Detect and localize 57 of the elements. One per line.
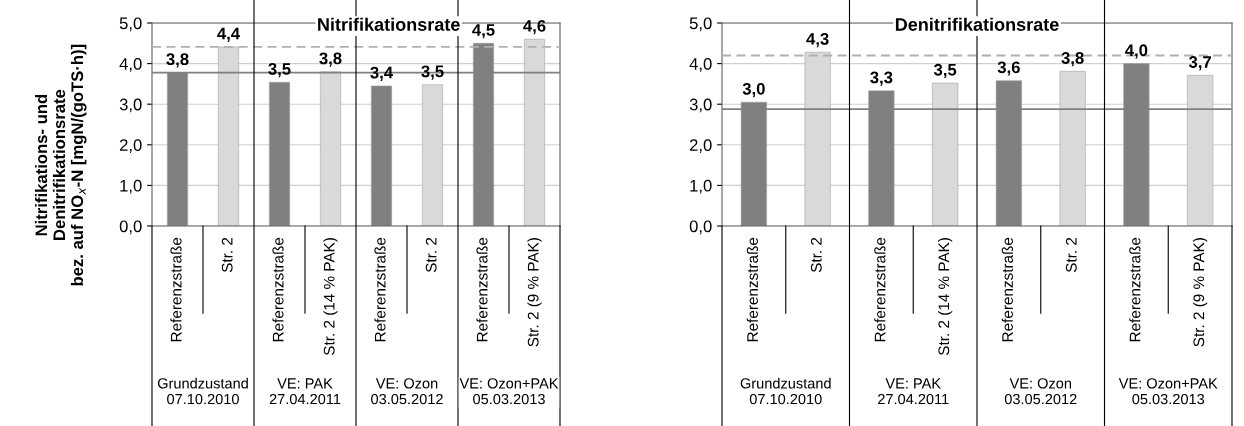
data-label: 3,7	[1188, 56, 1211, 71]
x-tick-label: Str. 2 (9 % PAK)	[1193, 238, 1208, 347]
data-label: 3,6	[997, 61, 1020, 76]
text: Grundzustand 07.10.2010	[740, 377, 831, 405]
chart-title: Denitrifikationsrate	[895, 17, 1059, 31]
y-tick-label: 3,0	[119, 98, 142, 113]
bar	[269, 82, 290, 226]
x-tick-label: Str. 2 (14 % PAK)	[323, 238, 338, 356]
y-tick-label: 2,0	[119, 139, 142, 153]
y-tick-label: 5,0	[119, 17, 142, 32]
data-label: 3,5	[268, 63, 291, 78]
y-axis-title: Nitrifikations- und Denitrifikationsrate bez. auf NO$_{x}$-N [mgN/(goTS·h)]	[34, 44, 87, 286]
x-tick-label: Str. 2	[810, 237, 822, 273]
data-label: 4,4	[217, 27, 240, 42]
text: VE: Ozon+PAK 05.03.2013	[459, 378, 559, 405]
y-tick-label: 0,0	[689, 220, 712, 235]
data-label: 3,4	[370, 66, 393, 81]
text: VE: PAK 27.04.2011	[269, 378, 341, 405]
text: VE: PAK 27.04.2011	[878, 378, 949, 405]
x-tick-label: Str. 2	[1065, 237, 1077, 273]
bar	[371, 85, 392, 226]
data-label: 3,3	[870, 71, 893, 86]
y-tick-label: 5,0	[689, 17, 712, 32]
x-tick-label: Referenzstraße	[1129, 237, 1141, 342]
x-tick-label: Str. 2 (9 % PAK)	[527, 238, 542, 347]
x-tick-label: Referenzstraße	[170, 237, 182, 342]
data-label: 4,6	[523, 19, 546, 35]
x-tick-label: Referenzstraße	[272, 237, 284, 342]
x-tick-label: Str. 2	[221, 237, 233, 273]
data-label: 3,5	[933, 63, 957, 79]
x-tick-label: Referenzstraße	[1001, 237, 1013, 342]
text: VE: Ozon+PAK 05.03.2013	[1118, 378, 1218, 405]
data-label: 4,5	[472, 24, 495, 39]
y-tick-label: 4,0	[119, 58, 142, 72]
x-tick-label: Str. 2	[425, 237, 437, 273]
text: Grundzustand 07.10.2010	[157, 377, 248, 405]
x-tick-label: Referenzstraße	[374, 237, 386, 342]
chart-title: Nitrifikationsrate	[318, 17, 460, 31]
y-tick-label: 3,0	[689, 98, 712, 113]
data-label: 3,8	[319, 52, 342, 67]
data-label: 3,0	[742, 82, 765, 98]
y-tick-label: 4,0	[689, 58, 712, 72]
text: VE: Ozon 03.05.2012	[1004, 378, 1077, 405]
x-tick-label: Referenzstraße	[476, 237, 488, 342]
data-label: 3,8	[166, 53, 189, 68]
x-tick-label: Referenzstraße	[746, 237, 758, 342]
data-label: 3,5	[421, 65, 444, 80]
data-label: 3,8	[1061, 52, 1084, 67]
x-tick-label: Str. 2 (14 % PAK)	[938, 238, 953, 356]
y-tick-label: 1,0	[690, 179, 712, 194]
y-tick-label: 1,0	[120, 179, 142, 194]
text: VE: Ozon 03.05.2012	[371, 378, 443, 405]
data-label: 4,3	[806, 32, 829, 48]
data-label: 4,0	[1125, 44, 1148, 59]
y-tick-label: 0,0	[119, 220, 142, 235]
x-tick-label: Referenzstraße	[874, 237, 886, 342]
y-tick-label: 2,0	[689, 139, 712, 153]
